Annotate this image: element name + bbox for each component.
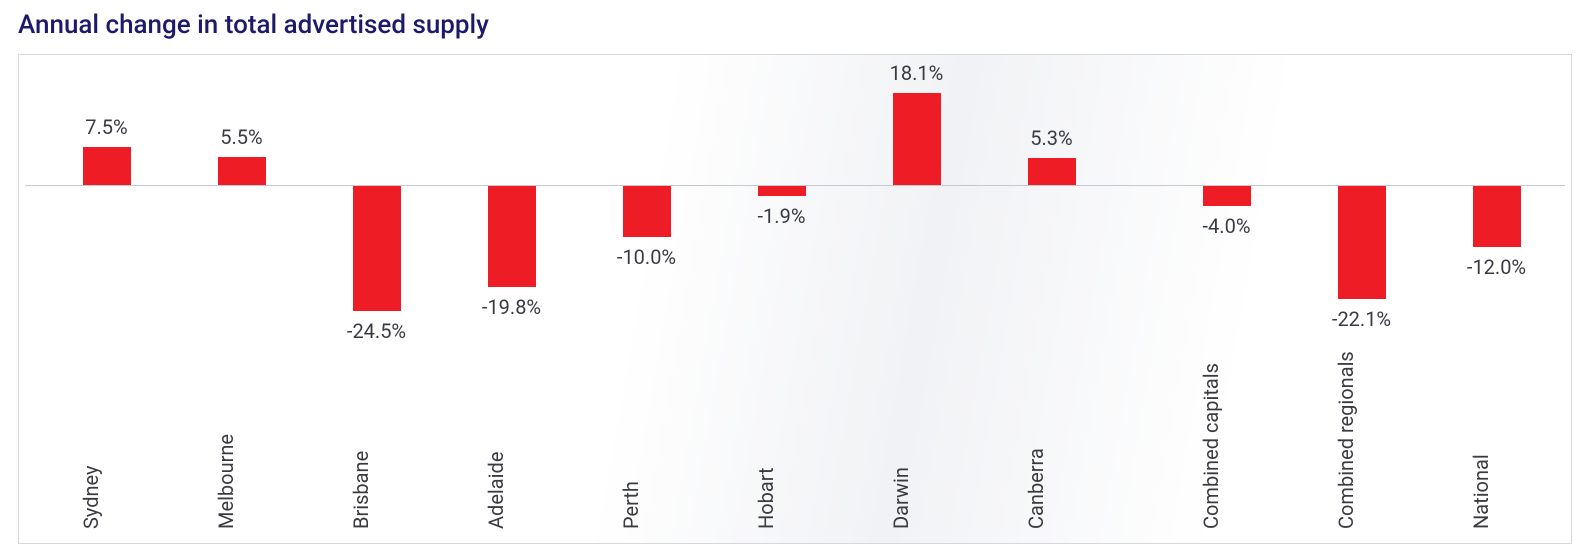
value-label-perth: -10.0% <box>617 245 676 269</box>
value-label-brisbane: -24.5% <box>347 319 406 343</box>
value-label-combined-regionals: -22.1% <box>1332 307 1391 331</box>
category-label-melbourne: Melbourne <box>214 434 238 529</box>
bar-slot-darwin: 18.1% Darwin <box>849 55 984 543</box>
category-label-brisbane: Brisbane <box>349 451 373 529</box>
category-label-hobart: Hobart <box>754 467 778 529</box>
category-label-darwin: Darwin <box>889 467 913 529</box>
value-label-national: -12.0% <box>1467 255 1526 279</box>
chart-frame: 7.5% Sydney 5.5% Melbourne -24.5% Brisbane -19… <box>18 54 1572 544</box>
bar-hobart <box>758 186 806 196</box>
bar-combined-capitals <box>1203 186 1251 206</box>
bar-national <box>1473 186 1521 247</box>
bar-slot-adelaide: -19.8% Adelaide <box>444 55 579 543</box>
category-label-canberra: Canberra <box>1024 448 1048 529</box>
bar-slot-sydney: 7.5% Sydney <box>39 55 174 543</box>
value-label-hobart: -1.9% <box>758 204 806 228</box>
category-label-sydney: Sydney <box>79 466 103 529</box>
category-label-national: National <box>1469 454 1493 529</box>
value-label-combined-capitals: -4.0% <box>1203 214 1251 238</box>
bar-combined-regionals <box>1338 186 1386 299</box>
chart-plot-area: 7.5% Sydney 5.5% Melbourne -24.5% Brisbane -19… <box>19 55 1571 543</box>
value-label-darwin: 18.1% <box>890 61 944 85</box>
bar-slot-national: -12.0% National <box>1429 55 1564 543</box>
bar-melbourne <box>218 157 266 185</box>
bar-adelaide <box>488 186 536 287</box>
bar-darwin <box>893 93 941 185</box>
bar-slot-brisbane: -24.5% Brisbane <box>309 55 444 543</box>
bar-sydney <box>83 147 131 185</box>
value-label-melbourne: 5.5% <box>220 125 262 149</box>
value-label-adelaide: -19.8% <box>482 295 541 319</box>
bar-perth <box>623 186 671 237</box>
bar-slot-canberra: 5.3% Canberra <box>984 55 1119 543</box>
category-label-perth: Perth <box>619 481 643 529</box>
bar-slot-combined-regionals: -22.1% Combined regionals <box>1294 55 1429 543</box>
category-label-combined-regionals: Combined regionals <box>1334 351 1358 529</box>
value-label-sydney: 7.5% <box>85 115 127 139</box>
bar-brisbane <box>353 186 401 311</box>
bar-slot-perth: -10.0% Perth <box>579 55 714 543</box>
value-label-canberra: 5.3% <box>1030 126 1072 150</box>
bar-slot-combined-capitals: -4.0% Combined capitals <box>1159 55 1294 543</box>
category-label-combined-capitals: Combined capitals <box>1199 363 1223 529</box>
category-label-adelaide: Adelaide <box>484 452 508 529</box>
chart-title: Annual change in total advertised supply <box>18 10 1572 40</box>
bar-canberra <box>1028 158 1076 185</box>
bar-slot-melbourne: 5.5% Melbourne <box>174 55 309 543</box>
bar-slot-hobart: -1.9% Hobart <box>714 55 849 543</box>
